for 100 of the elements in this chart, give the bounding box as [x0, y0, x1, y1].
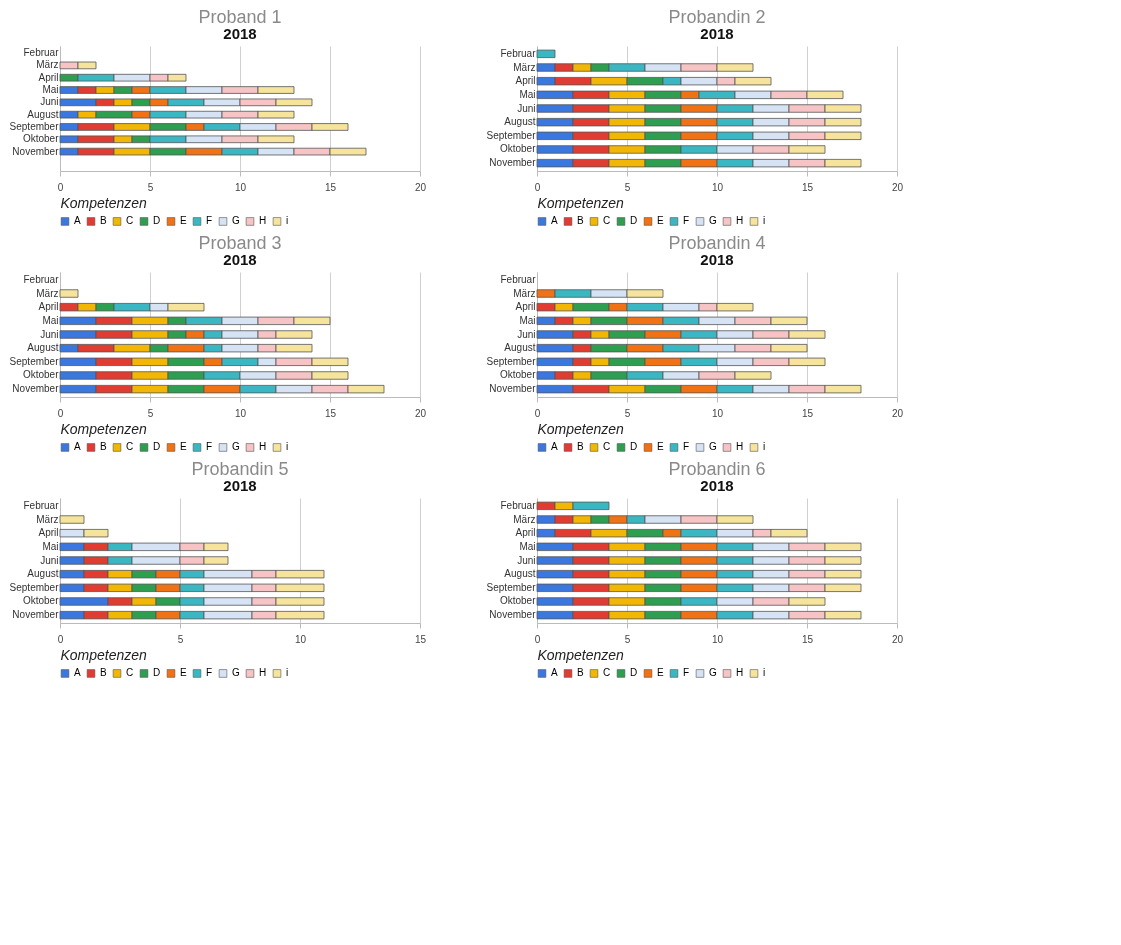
- x-tick-label: 15: [324, 407, 337, 419]
- y-tick-label: Juni: [40, 554, 59, 566]
- x-tick-label: 10: [234, 181, 247, 193]
- legend-label: E: [657, 215, 664, 227]
- y-tick-label: Juni: [40, 328, 59, 340]
- x-tick-label: 15: [414, 633, 427, 645]
- legend-label: H: [259, 215, 267, 227]
- x-tick-label: 0: [57, 407, 64, 419]
- y-tick-label: Februar: [23, 499, 60, 511]
- legend-label: B: [577, 215, 584, 227]
- y-tick-label: November: [489, 609, 537, 621]
- bar: [536, 49, 556, 59]
- y-tick-label: September: [486, 581, 537, 593]
- chart-title: Probandin 5: [191, 459, 289, 479]
- y-tick-label: März: [513, 287, 536, 299]
- y-tick-label: Februar: [500, 47, 537, 59]
- legend-label: C: [126, 441, 134, 453]
- legend-label: E: [657, 441, 664, 453]
- y-tick-label: August: [27, 568, 59, 580]
- legend-label: D: [630, 441, 638, 453]
- legend-label: C: [603, 667, 611, 679]
- legend-label: D: [630, 667, 638, 679]
- y-tick-label: Mai: [42, 84, 59, 96]
- y-tick-label: August: [27, 108, 59, 120]
- y-tick-label: September: [486, 129, 537, 141]
- legend-label: i: [763, 441, 766, 453]
- legend-label: G: [709, 215, 717, 227]
- legend-label: i: [763, 215, 766, 227]
- y-tick-label: Juni: [517, 102, 536, 114]
- y-tick-label: Oktober: [499, 369, 537, 381]
- y-tick-label: September: [9, 355, 60, 367]
- chart-title: Probandin 4: [668, 233, 766, 253]
- y-tick-label: Mai: [519, 88, 536, 100]
- legend-label: C: [603, 215, 611, 227]
- y-tick-label: Februar: [500, 499, 537, 511]
- x-axis-title: Kompetenzen: [537, 194, 625, 211]
- legend-label: C: [603, 441, 611, 453]
- y-tick-label: März: [513, 513, 536, 525]
- x-tick-label: 15: [801, 181, 814, 193]
- x-tick-label: 0: [534, 407, 541, 419]
- legend-label: F: [206, 441, 213, 453]
- chart-title: Proband 1: [198, 7, 282, 27]
- y-tick-label: Oktober: [499, 595, 537, 607]
- y-tick-label: Oktober: [499, 143, 537, 155]
- legend-label: D: [153, 441, 161, 453]
- legend-label: E: [180, 667, 187, 679]
- chart-title: Probandin 2: [668, 7, 766, 27]
- legend-label: H: [259, 441, 267, 453]
- chart-title: Probandin 6: [668, 459, 766, 479]
- x-tick-label: 0: [57, 633, 64, 645]
- legend-label: B: [100, 441, 107, 453]
- chart-subtitle: 2018: [223, 477, 257, 494]
- y-tick-label: März: [36, 59, 59, 71]
- x-tick-label: 20: [414, 181, 427, 193]
- x-tick-label: 10: [711, 181, 724, 193]
- legend-label: D: [153, 215, 161, 227]
- x-axis-title: Kompetenzen: [60, 194, 148, 211]
- x-tick-label: 15: [324, 181, 337, 193]
- y-tick-label: Juni: [517, 328, 536, 340]
- x-tick-label: 10: [294, 633, 307, 645]
- y-tick-label: März: [36, 513, 59, 525]
- y-tick-label: August: [504, 116, 536, 128]
- x-axis-title: Kompetenzen: [537, 420, 625, 437]
- x-tick-label: 10: [711, 407, 724, 419]
- y-tick-label: Mai: [42, 314, 59, 326]
- legend-label: H: [736, 215, 744, 227]
- legend-label: F: [683, 441, 690, 453]
- legend-label: C: [126, 667, 134, 679]
- y-tick-label: August: [504, 568, 536, 580]
- legend-label: F: [206, 667, 213, 679]
- legend-label: A: [74, 215, 81, 227]
- legend-label: i: [763, 667, 766, 679]
- y-tick-label: Mai: [42, 540, 59, 552]
- y-tick-label: November: [12, 383, 60, 395]
- legend-label: A: [551, 441, 558, 453]
- y-tick-label: Juni: [517, 554, 536, 566]
- bar: [59, 289, 79, 298]
- y-tick-label: April: [38, 71, 59, 83]
- legend-label: G: [709, 667, 717, 679]
- y-tick-label: Oktober: [22, 133, 60, 145]
- legend-label: H: [259, 667, 267, 679]
- legend-label: i: [286, 215, 289, 227]
- x-tick-label: 0: [534, 181, 541, 193]
- legend-label: B: [100, 215, 107, 227]
- legend-label: E: [180, 215, 187, 227]
- chart-title: Proband 3: [198, 233, 282, 253]
- legend-label: i: [286, 441, 289, 453]
- x-tick-label: 20: [891, 633, 904, 645]
- y-tick-label: September: [9, 120, 60, 132]
- legend-label: D: [630, 215, 638, 227]
- x-tick-label: 20: [891, 407, 904, 419]
- legend-label: G: [232, 667, 240, 679]
- x-axis-title: Kompetenzen: [60, 420, 148, 437]
- x-tick-label: 10: [234, 407, 247, 419]
- y-tick-label: April: [38, 527, 59, 539]
- y-tick-label: August: [27, 342, 59, 354]
- x-tick-label: 5: [624, 407, 631, 419]
- x-tick-label: 15: [801, 407, 814, 419]
- y-tick-label: Mai: [519, 314, 536, 326]
- legend-label: B: [577, 667, 584, 679]
